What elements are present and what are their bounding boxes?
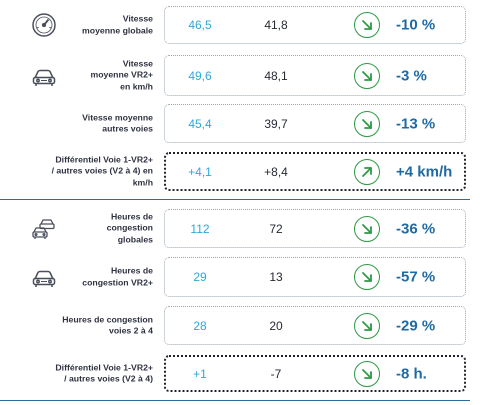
down-right-arrow-icon <box>354 110 380 137</box>
change-value: -8 h. <box>396 365 427 382</box>
value-card <box>164 306 466 345</box>
down-right-arrow-icon <box>354 264 380 290</box>
previous-value: 45,4 <box>188 116 212 131</box>
row-congestion-vr2: Heures de congestion VR2+ 29 13 -57 % <box>0 257 487 297</box>
row-label: Heures de congestion voies 2 à 4 <box>62 313 153 336</box>
row-label: Vitesse moyenne VR2+ en km/h <box>90 57 153 92</box>
bottom-divider <box>0 400 470 401</box>
previous-value: +1 <box>193 366 207 381</box>
down-right-arrow-icon <box>354 312 380 339</box>
row-label: Différentiel Voie 1-VR2+ / autres voies … <box>51 153 153 188</box>
current-value: 72 <box>269 221 283 236</box>
value-card <box>164 257 466 297</box>
row-congestion-globales: Heures de congestion globales 112 72 -36… <box>0 209 487 248</box>
down-right-arrow-icon <box>354 12 380 38</box>
previous-value: +4,1 <box>188 164 212 179</box>
row-label: Heures de congestion globales <box>106 210 153 245</box>
current-value: 48,1 <box>264 68 288 83</box>
car-icon <box>30 263 58 291</box>
row-label: Vitesse moyenne globale <box>82 13 153 35</box>
row-label: Vitesse moyenne autres voies <box>82 111 153 134</box>
highlighted-value-card <box>164 152 466 191</box>
change-percent: -10 % <box>396 16 436 34</box>
row-label: Différentiel Voie 1-VR2+ / autres voies … <box>55 361 153 384</box>
value-card <box>164 55 466 96</box>
current-value: 41,8 <box>264 18 288 32</box>
change-percent: -36 % <box>396 220 436 237</box>
traffic-jam-icon <box>30 215 58 243</box>
change-percent: -57 % <box>396 268 436 286</box>
current-value: +8,4 <box>264 164 288 179</box>
previous-value: 29 <box>193 270 207 284</box>
down-right-arrow-icon <box>354 62 380 89</box>
change-percent: -29 % <box>396 317 436 334</box>
change-percent: -13 % <box>396 115 436 132</box>
value-card <box>164 104 466 143</box>
up-right-arrow-icon <box>354 158 380 185</box>
previous-value: 28 <box>193 318 207 333</box>
current-value: 13 <box>269 270 283 284</box>
car-icon <box>30 62 58 90</box>
value-card <box>164 6 466 44</box>
current-value: 39,7 <box>264 116 288 131</box>
change-percent: -3 % <box>396 67 427 84</box>
down-right-arrow-icon <box>354 360 380 387</box>
speedometer-icon <box>30 11 58 39</box>
change-value: +4 km/h <box>396 163 453 180</box>
row-vitesse-vr2: Vitesse moyenne VR2+ en km/h 49,6 48,1 -… <box>0 55 487 96</box>
down-right-arrow-icon <box>354 215 380 242</box>
section-divider <box>0 199 470 200</box>
row-vitesse-globale: Vitesse moyenne globale 46,5 41,8 -10 % <box>0 6 487 44</box>
row-label: Heures de congestion VR2+ <box>82 265 153 287</box>
highlighted-value-card <box>164 355 466 392</box>
previous-value: 112 <box>190 221 210 236</box>
row-differentiel-vitesse: Différentiel Voie 1-VR2+ / autres voies … <box>0 152 487 191</box>
row-congestion-voies-2-4: Heures de congestion voies 2 à 4 28 20 -… <box>0 306 487 345</box>
value-card <box>164 209 466 248</box>
previous-value: 49,6 <box>188 68 212 83</box>
row-differentiel-congestion: Différentiel Voie 1-VR2+ / autres voies … <box>0 355 487 392</box>
previous-value: 46,5 <box>188 18 212 32</box>
current-value: 20 <box>269 318 283 333</box>
current-value: -7 <box>270 366 282 381</box>
row-vitesse-autres-voies: Vitesse moyenne autres voies 45,4 39,7 -… <box>0 104 487 143</box>
